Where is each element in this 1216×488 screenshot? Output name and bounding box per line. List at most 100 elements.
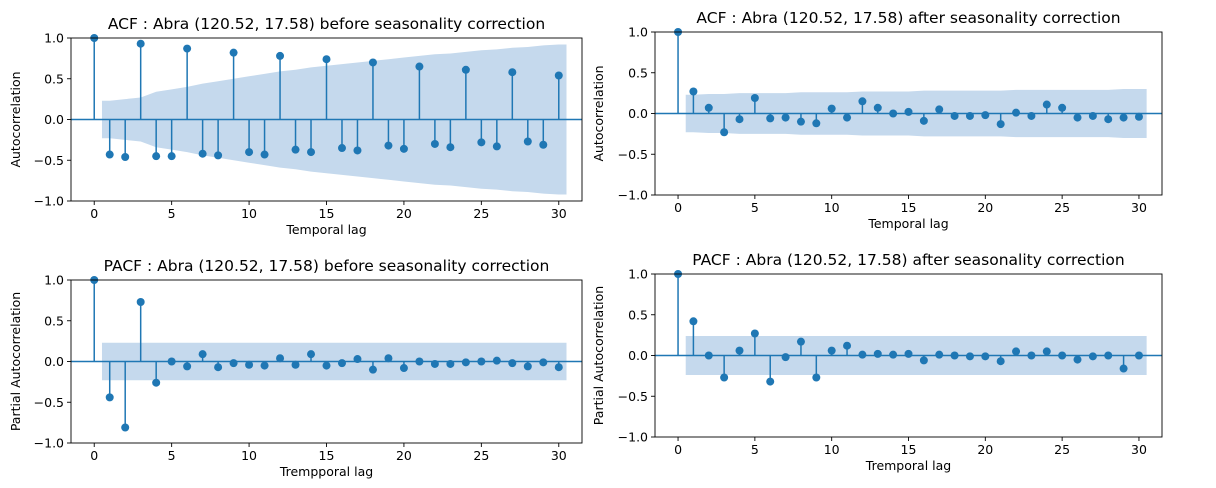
marker-lag-16: [337, 144, 346, 153]
marker-lag-20: [981, 352, 990, 361]
marker-lag-27: [508, 68, 517, 77]
marker-lag-4: [152, 378, 161, 387]
marker-lag-28: [1104, 115, 1113, 124]
x-axis-label: Temporal lag: [867, 216, 948, 231]
y-tick-label: −1.0: [618, 430, 648, 445]
marker-lag-7: [198, 350, 207, 359]
marker-lag-24: [461, 65, 470, 74]
marker-lag-4: [152, 152, 161, 161]
marker-lag-7: [781, 353, 790, 362]
x-tick-label: 25: [473, 206, 489, 221]
marker-lag-14: [307, 148, 316, 157]
marker-lag-24: [1042, 100, 1051, 109]
chart-title: PACF : Abra (120.52, 17.58) after season…: [692, 251, 1125, 269]
marker-lag-16: [919, 116, 928, 125]
x-tick-label: 0: [674, 442, 682, 457]
marker-lag-21: [996, 120, 1005, 129]
marker-lag-23: [446, 359, 455, 368]
marker-lag-29: [539, 358, 548, 367]
marker-lag-29: [1119, 113, 1128, 122]
marker-lag-27: [1088, 352, 1097, 361]
marker-lag-10: [827, 346, 836, 355]
x-tick-label: 10: [824, 442, 840, 457]
marker-lag-24: [1042, 347, 1051, 356]
x-tick-label: 5: [751, 200, 759, 215]
marker-lag-18: [950, 111, 959, 120]
marker-lag-3: [136, 298, 145, 307]
marker-lag-3: [720, 373, 729, 382]
marker-lag-26: [492, 356, 501, 365]
chart-title: ACF : Abra (120.52, 17.58) before season…: [108, 15, 545, 33]
marker-lag-22: [430, 359, 439, 368]
marker-lag-14: [307, 350, 316, 359]
marker-lag-16: [919, 356, 928, 365]
marker-lag-30: [554, 71, 563, 80]
marker-lag-20: [981, 111, 990, 120]
y-tick-label: 1.0: [628, 25, 648, 40]
x-tick-label: 10: [241, 206, 257, 221]
marker-lag-11: [843, 341, 852, 350]
marker-lag-5: [750, 94, 759, 103]
marker-lag-2: [704, 351, 713, 360]
marker-lag-21: [996, 357, 1005, 366]
marker-lag-15: [904, 107, 913, 116]
marker-lag-21: [415, 357, 424, 366]
marker-lag-26: [1073, 113, 1082, 122]
chart-title: PACF : Abra (120.52, 17.58) before seaso…: [104, 257, 550, 275]
marker-lag-16: [337, 359, 346, 368]
x-tick-label: 5: [168, 206, 176, 221]
marker-lag-17: [353, 355, 362, 364]
marker-lag-8: [214, 363, 223, 372]
marker-lag-6: [183, 44, 192, 53]
marker-lag-3: [720, 128, 729, 137]
marker-lag-25: [477, 357, 486, 366]
marker-lag-23: [446, 143, 455, 152]
y-tick-label: −0.5: [34, 395, 64, 410]
y-tick-label: 0.5: [628, 65, 648, 80]
x-tick-label: 20: [396, 448, 412, 463]
marker-lag-1: [105, 393, 114, 402]
marker-lag-11: [260, 361, 269, 370]
x-tick-label: 25: [1054, 200, 1070, 215]
marker-lag-4: [735, 346, 744, 355]
y-tick-label: 1.0: [44, 31, 64, 46]
y-tick-label: 0.5: [628, 307, 648, 322]
marker-lag-1: [689, 317, 698, 326]
marker-lag-28: [523, 362, 532, 371]
marker-lag-6: [183, 362, 192, 371]
marker-lag-15: [904, 349, 913, 358]
marker-lag-25: [1058, 103, 1067, 112]
marker-lag-18: [950, 351, 959, 360]
marker-lag-26: [1073, 355, 1082, 364]
marker-lag-2: [704, 103, 713, 112]
subplot-2: 0 5 10 15 20 25 30 −1.0 −0.5 0.0 0.5 1.0 ACF : Abra …: [591, 9, 1163, 231]
marker-lag-29: [539, 140, 548, 149]
marker-lag-10: [245, 360, 254, 369]
x-tick-label: 15: [319, 206, 335, 221]
marker-lag-18: [368, 365, 377, 374]
chart-title: ACF : Abra (120.52, 17.58) after seasona…: [696, 9, 1120, 27]
y-tick-label: 0.0: [628, 348, 648, 363]
marker-lag-27: [1088, 111, 1097, 120]
subplot-4: 0 5 10 15 20 25 30 −1.0 −0.5 0.0 0.5 1.0 PACF : Abra…: [591, 251, 1163, 473]
marker-lag-3: [136, 39, 145, 48]
marker-lag-13: [873, 103, 882, 112]
marker-lag-30: [1134, 351, 1143, 360]
marker-lag-10: [245, 148, 254, 157]
x-tick-label: 20: [977, 200, 993, 215]
marker-lag-2: [121, 423, 130, 432]
marker-lag-1: [689, 87, 698, 96]
marker-lag-13: [873, 349, 882, 358]
y-tick-label: 0.5: [44, 71, 64, 86]
marker-lag-20: [399, 144, 408, 153]
y-tick-label: −0.5: [618, 389, 648, 404]
y-axis-label: Autocorrelation: [8, 71, 23, 167]
marker-lag-2: [121, 152, 130, 161]
y-axis-label: Autocorrelation: [591, 65, 606, 161]
marker-lag-14: [889, 350, 898, 359]
x-tick-label: 25: [1054, 442, 1070, 457]
y-tick-label: −1.0: [618, 188, 648, 203]
marker-lag-8: [796, 117, 805, 126]
marker-lag-7: [198, 149, 207, 158]
